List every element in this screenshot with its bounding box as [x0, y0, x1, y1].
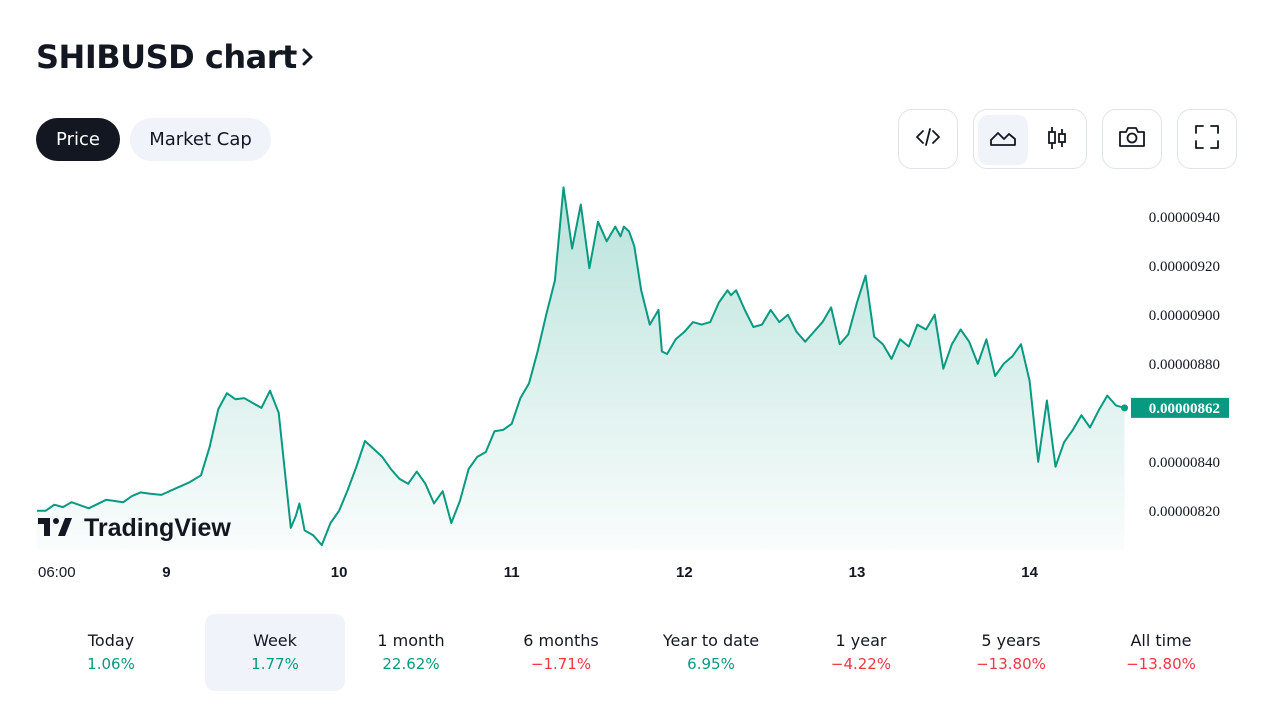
x-tick-label: 06:00 [38, 564, 76, 581]
candles-style-button[interactable] [1032, 115, 1082, 165]
x-tick-label: 11 [504, 564, 520, 581]
range-today[interactable]: Today 1.06% [41, 614, 181, 691]
range-6-months[interactable]: 6 months −1.71% [491, 614, 631, 691]
range-label: 6 months [523, 631, 599, 650]
range-all-time[interactable]: All time −13.80% [1091, 614, 1231, 691]
y-tick-label: 0.00000900 [1149, 308, 1220, 324]
range-5-years[interactable]: 5 years −13.80% [941, 614, 1081, 691]
area-chart-icon [989, 128, 1017, 152]
range-label: Week [253, 631, 297, 650]
tab-market-cap[interactable]: Market Cap [130, 118, 271, 161]
price-chart[interactable]: 0.00000820 0.00000840 0.00000880 0.00000900… [0, 180, 1280, 590]
tradingview-watermark: TradingView [38, 514, 231, 542]
code-icon [915, 126, 941, 152]
period-selector: Today 1.06% Week 1.77% 1 month 22.62% 6 months… [36, 614, 1248, 691]
x-tick-label: 10 [331, 564, 348, 581]
y-tick-label: 0.00000840 [1149, 455, 1220, 471]
range-label: All time [1130, 631, 1192, 650]
candlestick-icon [1046, 125, 1068, 155]
price-area-fill [37, 187, 1125, 550]
tab-price[interactable]: Price [36, 118, 120, 161]
range-change-value: −1.71% [530, 655, 592, 673]
x-tick-label: 13 [849, 564, 866, 581]
current-price-label: 0.00000862 [1149, 401, 1220, 417]
range-week[interactable]: Week 1.77% [205, 614, 345, 691]
snapshot-button[interactable] [1102, 109, 1162, 169]
price-line [37, 186, 1125, 547]
range-label: 5 years [981, 631, 1041, 650]
range-label: 1 month [377, 631, 445, 650]
range-change-value: 22.62% [382, 655, 440, 673]
watermark-text: TradingView [84, 514, 231, 542]
current-price-badge [1131, 397, 1229, 418]
range-year-to-date[interactable]: Year to date 6.95% [641, 614, 781, 691]
area-style-button[interactable] [978, 115, 1028, 165]
range-change-value: 1.06% [87, 655, 135, 673]
range-change-value: −13.80% [976, 655, 1046, 673]
chart-title-link[interactable]: SHIBUSD chart [36, 38, 315, 76]
y-tick-label: 0.00000920 [1149, 259, 1220, 275]
range-change-value: 6.95% [687, 655, 735, 673]
embed-button[interactable] [898, 109, 958, 169]
y-tick-label: 0.00000820 [1149, 504, 1220, 520]
range-change-value: 1.77% [251, 655, 299, 673]
range-change-value: −4.22% [830, 655, 892, 673]
y-tick-label: 0.00000880 [1149, 357, 1220, 373]
chevron-right-icon [301, 46, 315, 72]
range-1-month[interactable]: 1 month 22.62% [341, 614, 481, 691]
range-change-value: −13.80% [1126, 655, 1196, 673]
last-price-dot [1121, 404, 1129, 412]
chart-style-toggle [973, 109, 1087, 169]
x-tick-label: 9 [162, 564, 170, 581]
fullscreen-button[interactable] [1177, 109, 1237, 169]
camera-icon [1117, 125, 1147, 153]
range-label: Year to date [662, 631, 760, 650]
page-title: SHIBUSD chart [36, 38, 297, 76]
y-tick-label: 0.00000940 [1149, 210, 1220, 226]
x-tick-label: 12 [676, 564, 693, 581]
fullscreen-icon [1194, 124, 1220, 154]
range-label: Today [87, 631, 135, 650]
x-tick-label: 14 [1021, 564, 1038, 581]
range-label: 1 year [835, 631, 887, 650]
range-1-year[interactable]: 1 year −4.22% [791, 614, 931, 691]
